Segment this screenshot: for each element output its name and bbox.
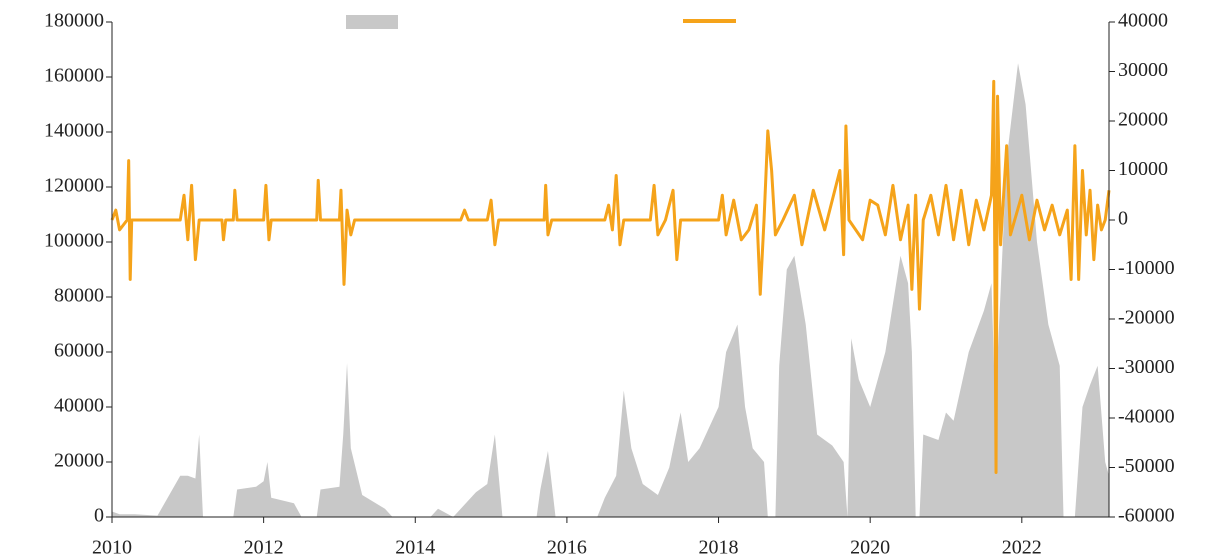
x-tick-label: 2014 [395, 537, 435, 559]
x-tick-label: 2018 [699, 537, 739, 559]
legend-swatch-area [346, 15, 398, 29]
y2-tick-label: 40000 [1118, 10, 1168, 32]
y2-tick-label: -10000 [1118, 257, 1175, 279]
y-tick-label: 100000 [44, 230, 104, 252]
line [110, 79, 1111, 474]
y2-tick-label: -40000 [1118, 406, 1175, 428]
area [112, 63, 1109, 517]
y-tick-label: 80000 [54, 285, 104, 307]
y2-tick-label: 30000 [1118, 59, 1168, 81]
x-tick-label: 2020 [850, 537, 890, 559]
x-tick-label: 2022 [1002, 537, 1042, 559]
y-tick-label: 160000 [44, 65, 104, 87]
x-tick-label: 2016 [547, 537, 587, 559]
y2-tick-label: 20000 [1118, 109, 1168, 131]
y-tick-label: 40000 [54, 395, 104, 417]
y-tick-label: 0 [94, 505, 104, 527]
y2-tick-label: -20000 [1118, 307, 1175, 329]
y2-tick-label: 10000 [1118, 158, 1168, 180]
y-tick-label: 60000 [54, 340, 104, 362]
y-tick-label: 140000 [44, 120, 104, 142]
y2-tick-label: -30000 [1118, 356, 1175, 378]
y-tick-label: 180000 [44, 10, 104, 32]
y-tick-label: 20000 [54, 450, 104, 472]
y2-tick-label: 0 [1118, 208, 1128, 230]
y2-tick-label: -50000 [1118, 455, 1175, 477]
x-tick-label: 2010 [92, 537, 132, 559]
y2-tick-label: -60000 [1118, 505, 1175, 527]
x-tick-label: 2012 [244, 537, 284, 559]
y-tick-label: 120000 [44, 175, 104, 197]
